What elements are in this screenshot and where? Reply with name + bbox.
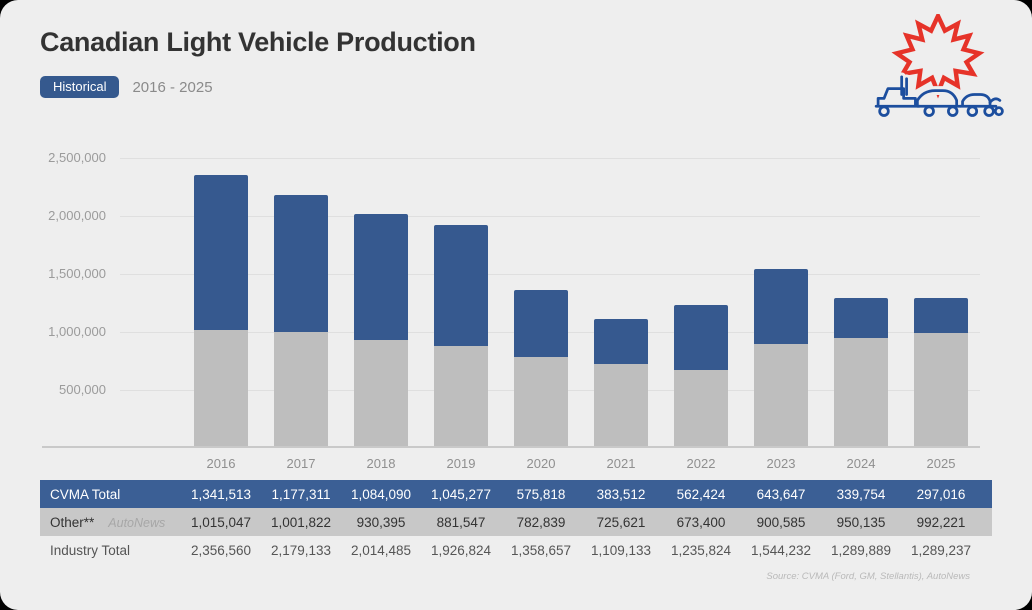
bar-stack-2022 [674, 304, 728, 448]
table-cell: 1,084,090 [350, 486, 412, 502]
x-tick-label: 2022 [686, 456, 716, 471]
table-cell: 992,221 [916, 514, 966, 530]
bar-stack-2018 [354, 214, 408, 448]
bar-segment-other [354, 340, 408, 448]
table-cell: 1,109,133 [590, 542, 652, 558]
subheader: Historical 2016 - 2025 [40, 76, 213, 99]
table-cell: 1,544,232 [750, 542, 812, 558]
bar-segment-cvma [194, 174, 248, 331]
table-cell: 1,358,657 [510, 542, 572, 558]
table-cell: 881,547 [436, 514, 486, 530]
period-label: 2016 - 2025 [132, 78, 213, 96]
plot-area [120, 158, 980, 448]
gridline [120, 216, 980, 217]
bar-segment-cvma [834, 298, 888, 338]
table-cell: 562,424 [676, 486, 726, 502]
y-tick-label: 1,500,000 [48, 266, 106, 281]
table-cell: 1,235,824 [670, 542, 732, 558]
table-cell: 383,512 [596, 486, 646, 502]
table-cell: 930,395 [356, 514, 406, 530]
vehicles-icon [871, 72, 1004, 117]
x-tick-label: 2016 [206, 456, 236, 471]
x-tick-label: 2023 [766, 456, 796, 471]
table-row-cvma-total: CVMA Total 1,341,513 1,177,311 1,084,090 1,0… [40, 480, 992, 508]
table-cell: 673,400 [676, 514, 726, 530]
x-tick-label: 2021 [606, 456, 636, 471]
bar-stack-2021 [594, 319, 648, 448]
bar-segment-other [834, 337, 888, 448]
bar-segment-cvma [434, 224, 488, 346]
table-cell: 2,356,560 [190, 542, 252, 558]
table-cell: 782,839 [516, 514, 566, 530]
bar-segment-cvma [674, 304, 728, 370]
y-tick-label: 2,500,000 [48, 150, 106, 165]
bar-segment-cvma [274, 195, 328, 332]
x-tick-label: 2020 [526, 456, 556, 471]
table-cell: 643,647 [756, 486, 806, 502]
y-tick-label: 2,000,000 [48, 208, 106, 223]
x-tick-label: 2025 [926, 456, 956, 471]
historical-badge: Historical [40, 76, 120, 99]
x-axis-line [42, 446, 980, 448]
bar-segment-other [434, 345, 488, 448]
table-cell: 1,015,047 [190, 514, 252, 530]
table-cell: 339,754 [836, 486, 886, 502]
data-table: CVMA Total 1,341,513 1,177,311 1,084,090 1,0… [40, 480, 992, 564]
bar-stack-2017 [274, 195, 328, 448]
gridline [120, 274, 980, 275]
table-cell: 2,014,485 [350, 542, 412, 558]
company-logo [871, 10, 1004, 122]
table-cell: 2,179,133 [270, 542, 332, 558]
table-cell: 1,341,513 [190, 486, 252, 502]
y-tick-label: 500,000 [59, 382, 106, 397]
x-tick-label: 2018 [366, 456, 396, 471]
bar-stack-2016 [194, 174, 248, 448]
row-label: Industry Total [50, 542, 131, 558]
autonews-watermark: AutoNews [108, 515, 166, 530]
x-tick-label: 2019 [446, 456, 476, 471]
table-cell: 1,926,824 [430, 542, 492, 558]
bar-stack-2025 [914, 298, 968, 448]
table-cell: 1,001,822 [270, 514, 332, 530]
bar-segment-other [594, 363, 648, 448]
table-cell: 950,135 [836, 514, 886, 530]
source-note: Source: CVMA (Ford, GM, Stellantis), Aut… [766, 571, 970, 582]
table-row-other: Other** AutoNews 1,015,047 1,001,822 930,395… [40, 508, 992, 536]
table-cell: 1,289,889 [830, 542, 892, 558]
table-cell: 1,177,311 [271, 486, 331, 502]
gridline [120, 158, 980, 159]
table-cell: 725,621 [596, 514, 646, 530]
row-label: CVMA Total [50, 486, 121, 502]
bar-segment-cvma [514, 290, 568, 358]
y-tick-label: 1,000,000 [48, 324, 106, 339]
table-cell: 900,585 [756, 514, 806, 530]
bar-segment-other [754, 343, 808, 448]
bar-stack-2024 [834, 298, 888, 448]
table-row-industry-total: Industry Total 2,356,560 2,179,133 2,014,48… [40, 536, 992, 564]
page-title: Canadian Light Vehicle Production [40, 27, 476, 57]
bar-segment-other [514, 357, 568, 448]
table-cell: 1,289,237 [910, 542, 972, 558]
x-tick-label: 2017 [286, 456, 316, 471]
bar-stack-2020 [514, 290, 568, 448]
bar-stack-2023 [754, 268, 808, 448]
table-cell: 1,045,277 [430, 486, 492, 502]
bar-segment-other [674, 369, 728, 448]
bar-segment-cvma [914, 298, 968, 333]
bar-stack-2019 [434, 224, 488, 448]
bar-segment-other [194, 330, 248, 448]
bar-segment-other [274, 331, 328, 448]
bar-segment-cvma [754, 268, 808, 344]
table-cell: 297,016 [916, 486, 966, 502]
x-tick-label: 2024 [846, 456, 876, 471]
bar-segment-cvma [354, 214, 408, 341]
row-label: Other** AutoNews [50, 514, 166, 530]
bar-segment-other [914, 332, 968, 448]
bar-segment-cvma [594, 319, 648, 364]
table-cell: 575,818 [516, 486, 566, 502]
